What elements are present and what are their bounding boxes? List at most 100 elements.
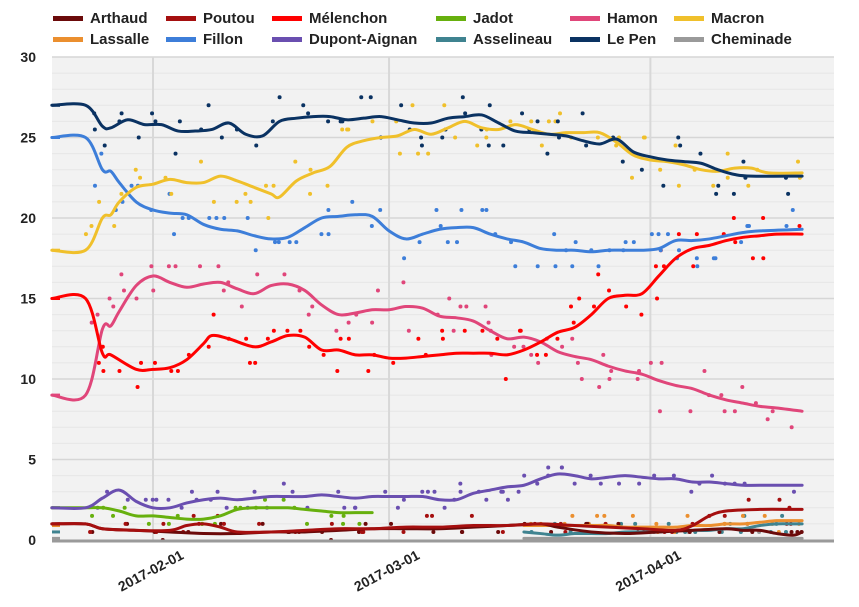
poll-dot (426, 151, 431, 156)
poll-dot (215, 489, 220, 494)
poll-dot (496, 529, 501, 534)
poll-dot (740, 513, 745, 518)
poll-dot (495, 336, 500, 341)
poll-dot (253, 360, 258, 365)
poll-dot (117, 368, 122, 373)
legend-swatch (53, 16, 83, 21)
poll-dot (346, 336, 351, 341)
poll-dot (484, 497, 489, 502)
poll-dot (648, 360, 653, 365)
poll-dot (298, 328, 303, 333)
poll-dot (591, 304, 596, 309)
poll-dot (96, 360, 101, 365)
legend-swatch (570, 16, 600, 21)
poll-dot (588, 473, 593, 478)
legend-swatch (166, 37, 196, 42)
poll-dot (129, 183, 134, 188)
poll-dot (432, 489, 437, 494)
poll-dot (722, 513, 727, 518)
poll-dot (105, 489, 110, 494)
poll-dot (500, 489, 505, 494)
trend-line-hamon (50, 274, 804, 413)
poll-dot (676, 135, 681, 140)
poll-dot (211, 312, 216, 317)
legend-label: Hamon (607, 10, 658, 27)
poll-dot (440, 328, 445, 333)
start-marker (52, 524, 60, 528)
legend-swatch (272, 16, 302, 21)
poll-dot (789, 529, 794, 534)
poll-dot (359, 529, 364, 534)
poll-dot (366, 368, 371, 373)
poll-dot (325, 183, 330, 188)
poll-dot (119, 111, 124, 116)
poll-dot (559, 465, 564, 470)
poll-dot (430, 513, 435, 518)
poll-dot (453, 135, 458, 140)
poll-dot (695, 264, 700, 269)
y-axis-ticks: 0 5 10 15 20 25 30 (20, 49, 36, 548)
y-tick-label: 30 (20, 49, 36, 65)
poll-dot (191, 513, 196, 518)
poll-dot (731, 216, 736, 220)
trend-line-dupont-aignan (50, 472, 804, 511)
poll-dot (539, 143, 544, 148)
poll-dot (166, 521, 171, 526)
poll-dot (463, 111, 468, 116)
poll-dot (459, 529, 464, 534)
poll-dot (596, 264, 601, 269)
start-marker (52, 530, 60, 534)
poll-dot (150, 111, 155, 116)
poll-dot (293, 159, 298, 164)
poll-dot (624, 304, 629, 309)
poll-dot (685, 513, 690, 518)
poll-dot (480, 328, 485, 333)
poll-dot (262, 497, 267, 502)
poll-dot (273, 240, 278, 245)
poll-dot (218, 521, 223, 526)
poll-dot (221, 521, 226, 526)
poll-dot (579, 377, 584, 381)
poll-dot (455, 240, 460, 245)
poll-dot (342, 505, 347, 510)
y-tick-label: 20 (20, 210, 36, 226)
poll-dot (442, 505, 447, 510)
legend-swatch (436, 16, 466, 21)
poll-dot (546, 465, 551, 470)
poll-dot (346, 320, 351, 325)
poll-dot (552, 232, 557, 237)
poll-dot (416, 336, 421, 341)
poll-dot (173, 151, 178, 156)
poll-dot (442, 103, 447, 108)
poll-dot (107, 296, 112, 301)
poll-dot (308, 191, 313, 196)
poll-dot (397, 151, 402, 156)
poll-dot (150, 497, 155, 502)
poll-dot (545, 151, 550, 156)
poll-dot (134, 296, 139, 301)
poll-dot (169, 191, 174, 196)
poll-dot (136, 135, 141, 140)
poll-dot (501, 143, 506, 148)
poll-dot (161, 521, 166, 526)
poll-dot (420, 489, 425, 494)
poll-dot (154, 497, 159, 502)
legend-label: Asselineau (473, 31, 552, 48)
poll-dot (469, 513, 474, 518)
poll-dot (101, 368, 106, 373)
legend-label: Arthaud (90, 10, 148, 27)
poll-dot (513, 264, 518, 269)
poll-dot (521, 344, 526, 349)
poll-dot (406, 328, 411, 333)
poll-dot (676, 232, 681, 237)
poll-dot (711, 183, 716, 188)
trend-line-le-pen (50, 102, 804, 178)
poll-dot (326, 232, 331, 237)
poll-dot (153, 119, 158, 124)
poll-dot (211, 199, 216, 204)
poll-dot (710, 473, 715, 478)
poll-dot (326, 207, 331, 212)
poll-dot (725, 151, 730, 156)
poll-dot (419, 143, 424, 148)
poll-dot (336, 489, 341, 494)
